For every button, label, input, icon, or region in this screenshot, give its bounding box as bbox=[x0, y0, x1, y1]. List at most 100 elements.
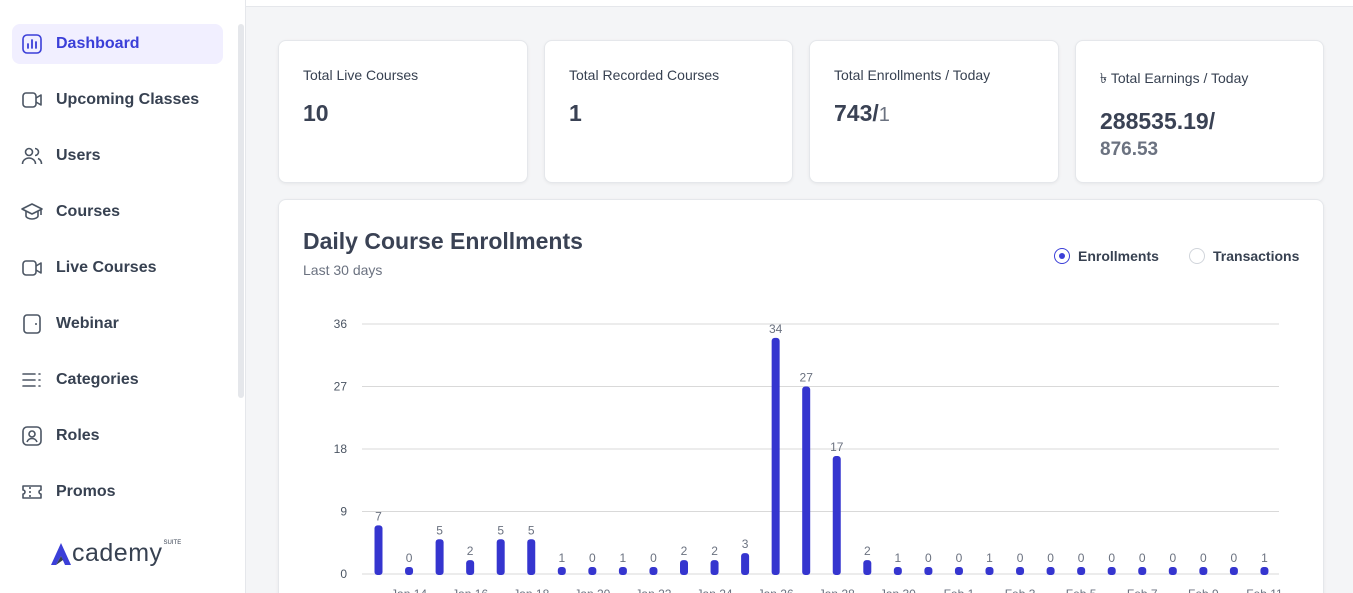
data-label: 2 bbox=[681, 544, 688, 558]
data-label: 0 bbox=[589, 551, 596, 565]
radio-label: Enrollments bbox=[1078, 248, 1159, 264]
x-tick-label: Feb 3 bbox=[1005, 587, 1036, 593]
data-label: 0 bbox=[925, 551, 932, 565]
data-label: 2 bbox=[864, 544, 871, 558]
x-tick-label: Jan 30 bbox=[880, 587, 916, 593]
academy-logo: cademy SUITE bbox=[50, 540, 181, 566]
bar bbox=[1077, 567, 1086, 575]
sidebar-item-categories[interactable]: Categories bbox=[12, 360, 223, 400]
x-tick-label: Feb 11 bbox=[1246, 587, 1283, 593]
stat-value-total: 288535.19/ bbox=[1100, 108, 1216, 134]
sidebar-item-courses[interactable]: Courses bbox=[12, 192, 223, 232]
data-label: 5 bbox=[528, 523, 535, 537]
stat-label: Total Enrollments / Today bbox=[834, 67, 991, 83]
data-label: 7 bbox=[375, 509, 382, 523]
ticket-icon bbox=[20, 480, 44, 504]
x-tick-label: Jan 22 bbox=[635, 587, 671, 593]
stat-value-today: 876.53 bbox=[1100, 139, 1159, 161]
academy-logo-mark-icon bbox=[51, 543, 71, 565]
bar bbox=[893, 567, 902, 575]
sidebar-item-label: Users bbox=[56, 147, 101, 164]
bar bbox=[954, 567, 963, 575]
bar bbox=[405, 567, 414, 575]
stat-value-today: 1 bbox=[878, 104, 890, 126]
data-label: 3 bbox=[742, 537, 749, 551]
data-label: 1 bbox=[1261, 551, 1268, 565]
bar bbox=[1046, 567, 1055, 575]
sidebar-item-label: Roles bbox=[56, 427, 100, 444]
bar bbox=[710, 560, 719, 575]
list-icon bbox=[20, 368, 44, 392]
radio-transactions[interactable]: Transactions bbox=[1189, 248, 1299, 264]
stat-card-enrollments: Total Enrollments / Today 743/1 bbox=[809, 40, 1059, 183]
bar bbox=[802, 386, 811, 575]
user-square-icon bbox=[20, 424, 44, 448]
sidebar-item-label: Categories bbox=[56, 371, 139, 388]
sidebar-item-label: Upcoming Classes bbox=[56, 91, 200, 108]
data-label: 1 bbox=[895, 551, 902, 565]
data-label: 5 bbox=[436, 523, 443, 537]
radio-circle[interactable] bbox=[1054, 248, 1070, 264]
stat-value: 743/1 bbox=[834, 97, 1034, 129]
y-tick-label: 0 bbox=[340, 567, 347, 581]
data-label: 1 bbox=[986, 551, 993, 565]
data-label: 2 bbox=[711, 544, 718, 558]
bar bbox=[771, 337, 780, 575]
bar-chart-icon bbox=[20, 32, 44, 56]
x-tick-label: Feb 7 bbox=[1127, 587, 1158, 593]
sidebar-item-dashboard[interactable]: Dashboard bbox=[12, 24, 223, 64]
stat-card-earnings: ৳ Total Earnings / Today 288535.19/ 876.… bbox=[1075, 40, 1324, 183]
chart-subtitle: Last 30 days bbox=[303, 262, 383, 278]
x-tick-label: Feb 1 bbox=[944, 587, 975, 593]
bar bbox=[863, 560, 872, 575]
radio-circle[interactable] bbox=[1189, 248, 1205, 264]
x-tick-label: Jan 16 bbox=[452, 587, 488, 593]
video-icon bbox=[20, 256, 44, 280]
y-tick-label: 9 bbox=[340, 505, 347, 519]
bar bbox=[1229, 567, 1238, 575]
data-label: 0 bbox=[650, 551, 657, 565]
data-label: 27 bbox=[800, 371, 814, 385]
sidebar-item-label: Courses bbox=[56, 203, 121, 220]
x-tick-label: Jan 18 bbox=[513, 587, 549, 593]
enrollments-bar-chart: 0 9 18 27 36 7 0 5 2 5 5 1 0 1 0 2 2 3 34 27 17 2 1 0 0 1 0 0 0 0 0 0 0 0… bbox=[334, 317, 1283, 593]
bar bbox=[741, 553, 750, 575]
bar bbox=[527, 539, 536, 575]
bar bbox=[557, 567, 566, 575]
sidebar-item-roles[interactable]: Roles bbox=[12, 416, 223, 456]
stat-label: Total Recorded Courses bbox=[569, 67, 720, 83]
data-label: 0 bbox=[1139, 551, 1146, 565]
tablet-icon bbox=[20, 312, 44, 336]
bar bbox=[1107, 567, 1116, 575]
chart-title: Daily Course Enrollments bbox=[303, 228, 583, 254]
sidebar-item-label: Promos bbox=[56, 483, 116, 500]
stat-value: 10 bbox=[303, 100, 329, 126]
sidebar-item-upcoming-classes[interactable]: Upcoming Classes bbox=[12, 80, 223, 120]
data-label: 0 bbox=[1047, 551, 1054, 565]
sidebar-item-label: Webinar bbox=[56, 315, 119, 332]
sidebar-item-promos[interactable]: Promos bbox=[12, 472, 223, 512]
sidebar-item-live-courses[interactable]: Live Courses bbox=[12, 248, 223, 288]
sidebar-item-label: Dashboard bbox=[56, 35, 140, 52]
bar bbox=[924, 567, 933, 575]
logo-wordmark: cademy bbox=[72, 539, 163, 567]
video-icon bbox=[20, 88, 44, 112]
sidebar-item-webinar[interactable]: Webinar bbox=[12, 304, 223, 344]
bar bbox=[588, 567, 597, 575]
logo-suite: SUITE bbox=[163, 540, 182, 546]
y-tick-label: 36 bbox=[334, 317, 348, 331]
sidebar-item-users[interactable]: Users bbox=[12, 136, 223, 176]
x-tick-label: Jan 24 bbox=[697, 587, 733, 593]
bar bbox=[466, 560, 475, 575]
x-tick-label: Jan 20 bbox=[574, 587, 610, 593]
sidebar-scrollbar[interactable] bbox=[238, 24, 244, 398]
stat-card-live-courses: Total Live Courses 10 bbox=[278, 40, 528, 183]
bar bbox=[374, 525, 383, 575]
data-label: 2 bbox=[467, 544, 474, 558]
sidebar-item-label: Live Courses bbox=[56, 259, 157, 276]
radio-enrollments[interactable]: Enrollments bbox=[1054, 248, 1159, 264]
stat-label: ৳ Total Earnings / Today bbox=[1100, 70, 1249, 86]
data-label: 1 bbox=[558, 551, 565, 565]
stat-value-total: 743/ bbox=[834, 100, 879, 126]
bar bbox=[1168, 567, 1177, 575]
